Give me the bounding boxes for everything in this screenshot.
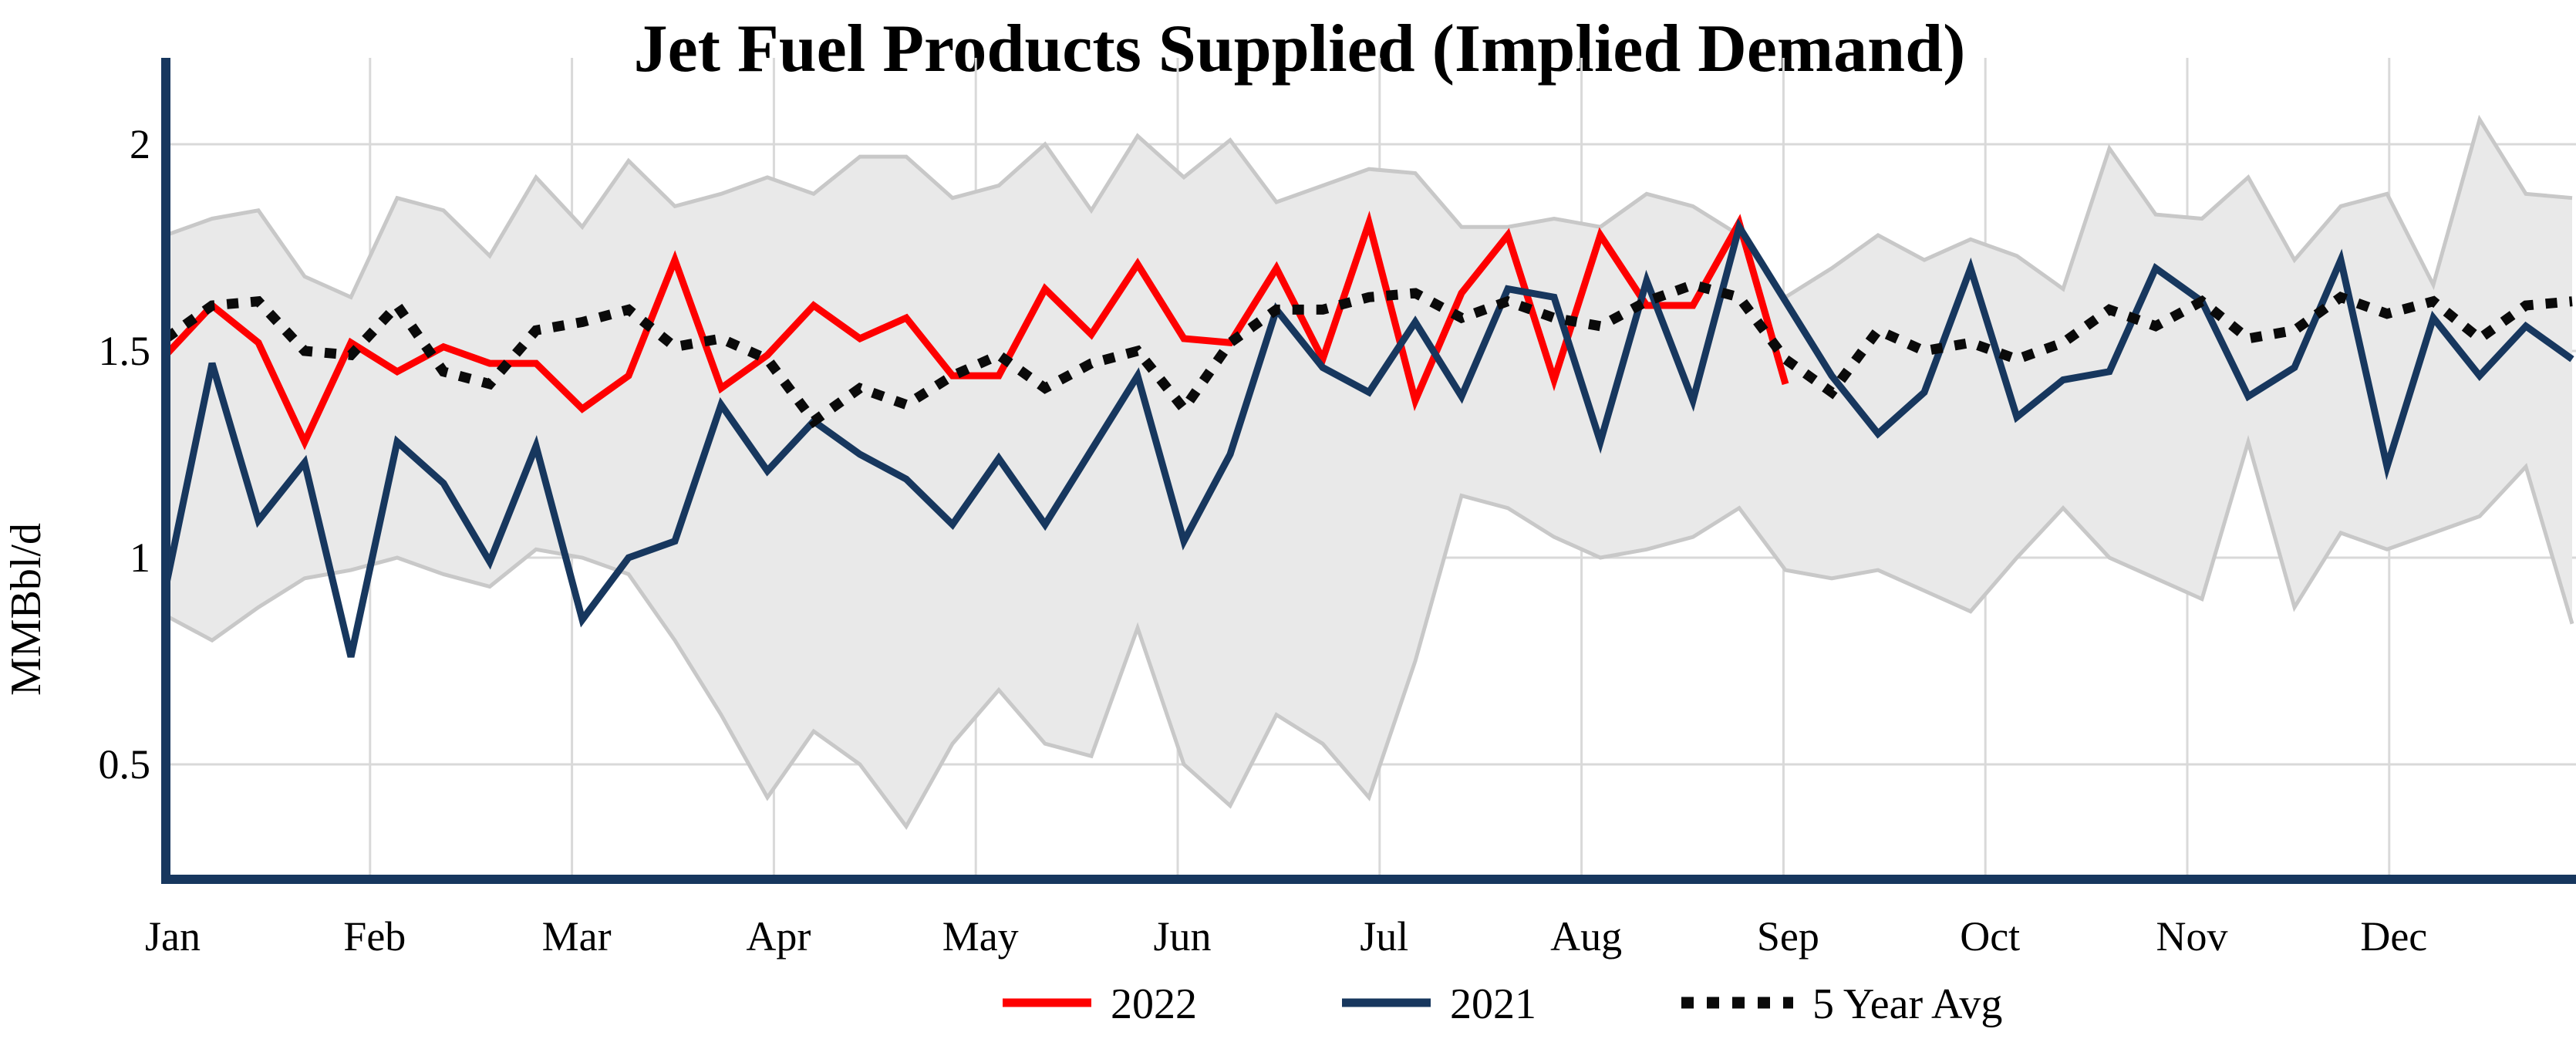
legend-label-2022: 2022 [1111, 980, 1197, 1028]
legend-item-2021: 2021 [1342, 980, 1536, 1028]
x-tick-label: Feb [343, 913, 406, 960]
x-tick-label: Dec [2360, 913, 2427, 960]
band-upper-edge [165, 114, 2573, 300]
y-tick-label: 1.5 [99, 328, 151, 374]
legend: 2022 2021 5 Year Avg [1003, 980, 2002, 1028]
x-tick-label: Nov [2156, 913, 2228, 960]
axes [161, 58, 2576, 884]
series-line-5-year-avg [163, 279, 2573, 429]
series-lines [162, 211, 2574, 658]
legend-item-2022: 2022 [1003, 980, 1197, 1028]
y-tick-label: 1 [130, 535, 150, 581]
x-tick-label: Jul [1360, 913, 1408, 960]
y-axis-label: MMBbl/d [2, 523, 50, 696]
x-tick-label: Sep [1757, 913, 1819, 960]
y-tick-label: 2 [130, 121, 150, 167]
band-area [166, 119, 2572, 827]
legend-label-5yr-avg: 5 Year Avg [1812, 980, 2002, 1028]
y-tick-label: 0.5 [99, 741, 151, 788]
x-tick-label: Jun [1153, 913, 1211, 960]
legend-item-5yr-avg: 5 Year Avg [1681, 980, 2002, 1028]
x-tick-label: May [942, 913, 1019, 960]
x-tick-label: Oct [1960, 913, 2020, 960]
legend-label-2021: 2021 [1450, 980, 1536, 1028]
x-tick-label: Mar [542, 913, 612, 960]
x-tick-label: Apr [746, 913, 811, 960]
tick-labels: 2 1.5 1 0.5 Jan Feb Mar Apr May Jun Jul Aug Sep Oct No… [99, 121, 2428, 960]
x-tick-label: Jan [145, 913, 201, 960]
series-line-2022 [163, 211, 1789, 450]
series-line-2021 [162, 218, 2574, 658]
chart-title: Jet Fuel Products Supplied (Implied Dema… [634, 12, 1966, 86]
x-tick-label: Aug [1550, 913, 1622, 960]
